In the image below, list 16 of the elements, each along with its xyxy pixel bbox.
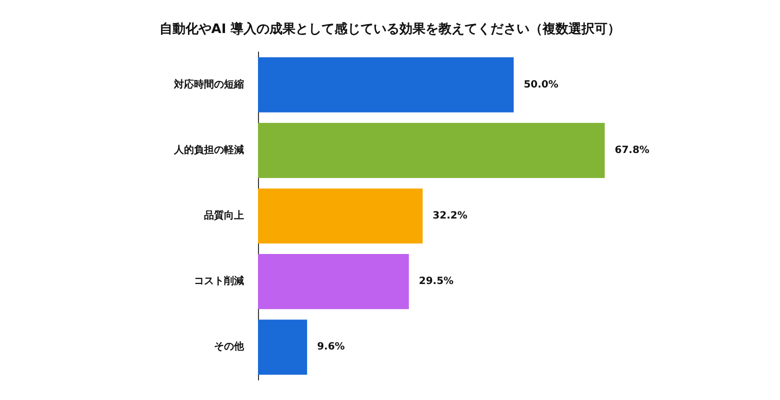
- bar: [258, 122, 605, 178]
- data-label: 9.6%: [317, 342, 345, 353]
- data-label: 29.5%: [418, 276, 454, 288]
- bar: [258, 254, 409, 310]
- y-tick-label: その他: [214, 340, 245, 353]
- data-label: 32.2%: [432, 210, 468, 222]
- bar: [258, 188, 423, 244]
- y-tick-label: 品質向上: [204, 210, 244, 222]
- bar: [258, 320, 308, 375]
- y-tick-label: 対応時間の短縮: [173, 78, 244, 90]
- bar: [258, 57, 514, 112]
- data-label: 50.0%: [524, 79, 558, 90]
- y-tick-label: 人的負担の軽減: [173, 144, 244, 156]
- data-label: 67.8%: [614, 144, 650, 156]
- y-tick-label: コスト削減: [194, 275, 244, 288]
- chart-title: 自動化やAI 導入の成果として感じている効果を教えてください（複数選択可）: [159, 21, 621, 37]
